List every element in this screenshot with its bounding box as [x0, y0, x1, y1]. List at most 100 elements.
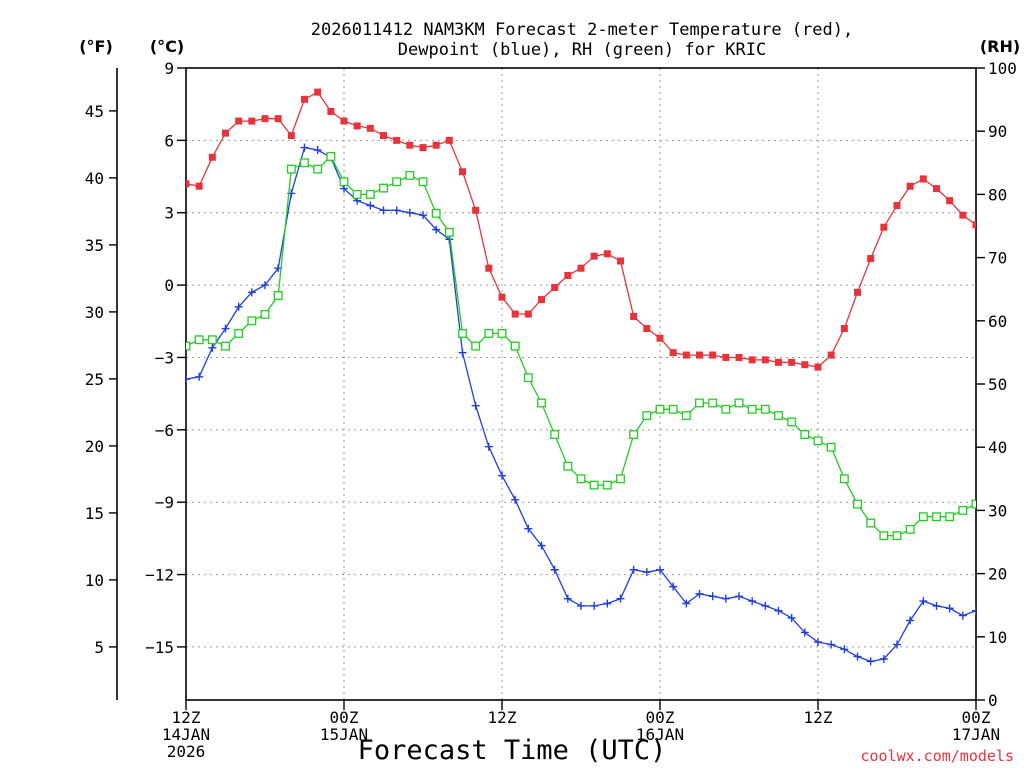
dewpoint-point [313, 146, 322, 155]
rh-unit-label: (RH) [980, 37, 1020, 56]
dewpoint-point [853, 652, 862, 661]
dewpoint-point [405, 208, 414, 217]
rh-point [431, 208, 441, 218]
dewpoint-point [616, 594, 625, 603]
temperature-point [393, 136, 401, 144]
temperature-point [314, 88, 322, 96]
dewpoint-point [840, 645, 849, 654]
dewpoint-point [392, 206, 401, 215]
temperature-point [551, 284, 559, 292]
fahrenheit-tick-label: 40 [85, 169, 104, 188]
celsius-tick-label: −15 [145, 638, 174, 657]
dewpoint-point [629, 565, 638, 574]
temperature-point [432, 141, 440, 149]
rh-point [589, 480, 599, 490]
dewpoint-point [800, 628, 809, 637]
rh-point [826, 442, 836, 452]
temperature-line [186, 91, 976, 368]
temperature-point [814, 363, 822, 371]
dewpoint-point [827, 640, 836, 649]
fahrenheit-tick-label: 20 [85, 437, 104, 456]
dewpoint-point [656, 565, 664, 574]
temperature-point [353, 122, 361, 130]
dewpoint-point [537, 541, 546, 550]
rh-point [444, 227, 454, 237]
temperature-point [274, 115, 282, 123]
temperature-point [524, 310, 532, 318]
rh-tick-label: 80 [988, 185, 1007, 204]
rh-point [326, 152, 336, 161]
dewpoint-point [300, 143, 309, 152]
rh-tick-label: 60 [988, 312, 1007, 331]
rh-point [695, 398, 704, 408]
rh-point [471, 341, 481, 351]
celsius-tick-label: −9 [155, 493, 174, 512]
dewpoint-point [814, 638, 822, 647]
dewpoint-point [550, 565, 559, 574]
dewpoint-series [186, 143, 976, 666]
temperature-point [630, 312, 638, 320]
temperature-point [485, 264, 493, 272]
rh-point [186, 341, 191, 351]
rh-point [221, 341, 230, 351]
dewpoint-point [471, 401, 480, 410]
x-tick-label: 00Z [962, 708, 991, 727]
rh-point [352, 189, 362, 199]
rh-point [721, 404, 731, 414]
temperature-point [472, 206, 480, 214]
temperature-point [722, 353, 730, 361]
rh-point [879, 531, 889, 541]
dewpoint-point [669, 582, 678, 591]
temperature-point [498, 293, 506, 301]
dewpoint-point [261, 281, 269, 290]
credit-link[interactable]: coolwx.com/models [860, 747, 1014, 765]
rh-point [932, 512, 941, 522]
temperature-point [617, 257, 624, 265]
rh-point [774, 411, 783, 421]
rh-tick-label: 70 [988, 249, 1007, 268]
rh-point [918, 512, 928, 522]
temperature-point [406, 141, 414, 149]
dewpoint-point [195, 372, 204, 381]
dewpoint-point [498, 471, 506, 480]
temperature-point [761, 356, 769, 364]
rh-point [971, 499, 976, 509]
dewpoint-point [590, 601, 599, 610]
celsius-unit-label: (°C) [150, 37, 184, 56]
dewpoint-point [577, 601, 585, 610]
rh-point [958, 505, 968, 515]
rh-point [379, 183, 388, 193]
celsius-tick-label: −6 [155, 421, 174, 440]
rh-point [563, 461, 573, 471]
rh-point [629, 430, 639, 440]
temperature-point [959, 211, 967, 219]
rh-series [186, 152, 976, 541]
dewpoint-point [642, 568, 651, 577]
rh-point [813, 436, 823, 446]
rh-tick-label: 50 [988, 375, 1007, 394]
celsius-tick-label: 6 [164, 131, 174, 150]
temperature-point [538, 296, 545, 304]
dewpoint-point [419, 211, 427, 220]
temperature-point [880, 223, 888, 231]
rh-point [734, 398, 744, 408]
rh-tick-label: 40 [988, 438, 1007, 457]
temperature-point [366, 124, 374, 132]
celsius-tick-label: 0 [164, 276, 174, 295]
rh-point [194, 335, 204, 345]
dewpoint-point [186, 375, 190, 384]
temperature-point [186, 180, 190, 188]
dewpoint-point [945, 604, 954, 613]
rh-point [681, 411, 691, 421]
temperature-point [827, 351, 835, 359]
dewpoint-point [958, 611, 967, 620]
rh-tick-label: 90 [988, 122, 1007, 141]
rh-point [892, 531, 902, 541]
x-tick-label: 12Z [804, 708, 833, 727]
temperature-point [919, 175, 927, 183]
temperature-point [459, 168, 466, 176]
dewpoint-point [432, 225, 441, 234]
rh-point [537, 398, 546, 408]
dewpoint-point [721, 594, 730, 603]
